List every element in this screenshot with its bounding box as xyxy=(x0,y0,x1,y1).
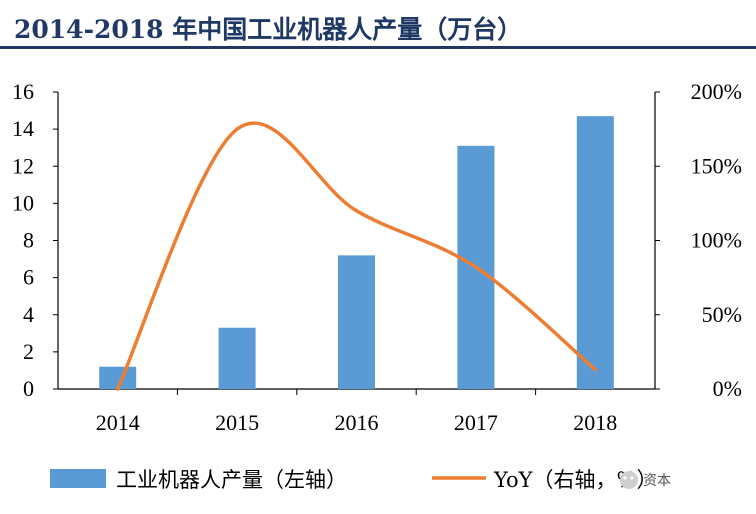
y-left-tick-label: 8 xyxy=(23,228,34,253)
x-tick-label: 2015 xyxy=(215,410,259,435)
y-right-tick-label: 100% xyxy=(691,228,742,253)
y-left-tick-label: 4 xyxy=(23,302,34,327)
y-left-tick-label: 14 xyxy=(12,116,34,141)
axes: 0 2 4 6 8 10 12 14 16 0% 50% 100% 150% 200% xyxy=(12,79,742,401)
yoy-line xyxy=(115,121,598,391)
wechat-icon-eye xyxy=(623,476,627,480)
y-left-tick-label: 2 xyxy=(23,339,34,364)
wechat-icon-eye xyxy=(630,476,634,480)
y-right-tick-label: 0% xyxy=(713,376,742,401)
legend-swatch-bar xyxy=(50,469,106,488)
bar xyxy=(218,327,256,389)
legend: 工业机器人产量（左轴） YoY（右轴，%） xyxy=(50,468,658,492)
y-right-tick-label: 150% xyxy=(691,153,742,178)
watermark: 资本 xyxy=(620,471,671,489)
y-left-tick-label: 0 xyxy=(23,376,34,401)
x-tick-label: 2014 xyxy=(96,410,140,435)
yoy-line-path xyxy=(115,121,598,391)
bar xyxy=(576,116,614,389)
y-left-tick-label: 10 xyxy=(12,190,34,215)
y-left-tick-label: 12 xyxy=(12,153,34,178)
bar xyxy=(338,255,375,389)
x-tick-label: 2017 xyxy=(454,410,498,435)
y-right-tick-label: 50% xyxy=(702,302,742,327)
x-tick-label: 2018 xyxy=(573,410,617,435)
x-ticks: 2014 2015 2016 2017 2018 xyxy=(96,389,617,435)
y-right-tick-label: 200% xyxy=(691,79,742,104)
bars xyxy=(99,116,614,389)
y-left-tick-label: 6 xyxy=(23,265,34,290)
x-tick-label: 2016 xyxy=(335,410,379,435)
bar xyxy=(99,366,137,389)
legend-label-bar: 工业机器人产量（左轴） xyxy=(116,468,347,492)
watermark-text: 资本 xyxy=(643,473,671,489)
y-left-tick-label: 16 xyxy=(12,79,34,104)
chart-title: 2014-2018 年中国工业机器人产量（万台） xyxy=(14,15,523,44)
wechat-icon xyxy=(620,471,638,489)
title-rule xyxy=(0,46,756,49)
